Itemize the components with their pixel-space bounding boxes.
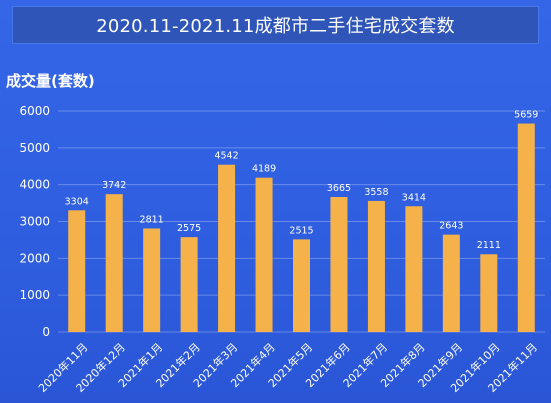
y-tick-label: 3000: [19, 215, 50, 229]
data-label: 2515: [289, 225, 313, 236]
x-axis-labels: 2020年11月2020年12月2021年1月2021年2月2021年3月202…: [35, 340, 540, 395]
data-label: 3742: [102, 180, 126, 191]
data-label: 3558: [364, 187, 388, 198]
data-label: 2643: [439, 221, 463, 232]
data-label: 3665: [327, 183, 351, 194]
data-label: 3414: [402, 192, 426, 203]
data-label: 4542: [214, 151, 238, 162]
bars: [68, 123, 535, 332]
chart-title: 2020.11-2021.11成都市二手住宅成交套数: [12, 6, 539, 44]
y-tick-label: 0: [42, 325, 50, 339]
bar: [105, 194, 123, 332]
bar: [255, 177, 273, 332]
bar: [480, 254, 498, 332]
y-tick-label: 5000: [19, 141, 50, 155]
bar: [143, 228, 161, 332]
data-label: 5659: [514, 110, 538, 121]
y-axis-ticks: 0 1000 2000 3000 4000 5000 6000: [19, 104, 50, 339]
y-axis-title: 成交量(套数): [6, 72, 95, 90]
data-label: 3304: [65, 196, 89, 207]
bar: [68, 210, 86, 332]
data-label: 2575: [177, 223, 201, 234]
bar: [405, 206, 423, 332]
y-tick-label: 6000: [19, 104, 50, 118]
y-tick-label: 2000: [19, 251, 50, 265]
data-label: 2111: [477, 240, 501, 251]
bar: [180, 237, 198, 332]
bar: [442, 234, 460, 332]
y-tick-label: 4000: [19, 178, 50, 192]
bar: [293, 239, 310, 332]
data-labels: 3304 3742 2811 2575 4542 4189 2515 3665 3558 3414…: [65, 110, 539, 252]
bar: [517, 123, 535, 332]
bar: [330, 197, 348, 332]
data-label: 2811: [140, 214, 164, 225]
data-label: 4189: [252, 164, 276, 175]
bar: [218, 164, 236, 332]
y-tick-label: 1000: [19, 288, 50, 302]
bar: [367, 200, 385, 332]
